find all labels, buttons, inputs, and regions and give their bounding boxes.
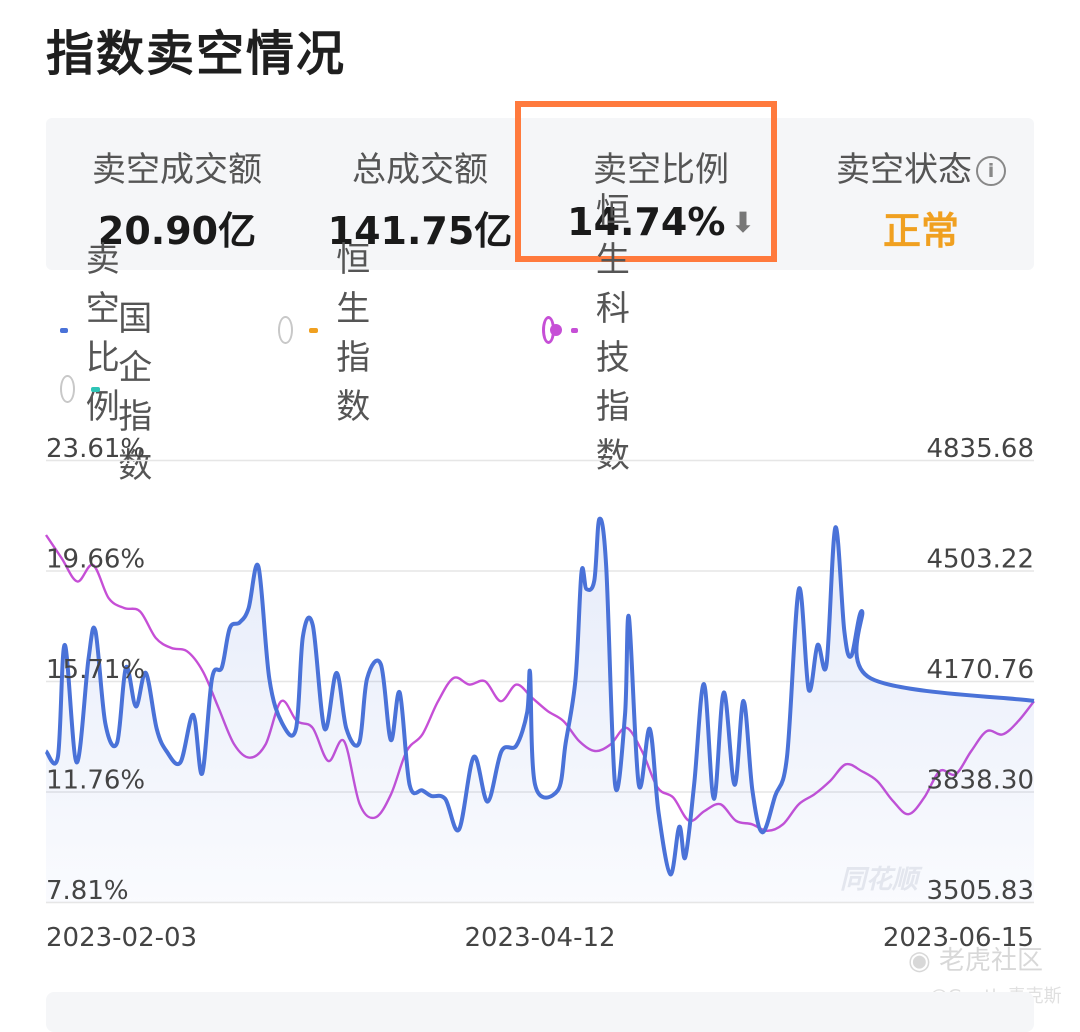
y-left-tick-label: 23.61% — [46, 434, 145, 464]
legend-label: 卖空比例 — [85, 240, 120, 427]
swatch-icon — [90, 386, 101, 392]
chart-watermark: 同花顺 — [840, 865, 923, 895]
stat-value: 141.75亿 — [327, 209, 513, 253]
short-ratio-chart: 23.61% 4835.68 19.66% 4503.22 15.71% 4170.76 1… — [44, 434, 1035, 953]
y-right-tick-label: 3505.83 — [926, 876, 1034, 906]
stat-short-ratio: 卖空比例 14.74% ⬇ — [546, 118, 776, 270]
series-area-short-ratio — [46, 518, 1034, 902]
stat-value-text: 14.74% — [567, 200, 726, 244]
stat-value: 14.74% ⬇ — [546, 200, 776, 244]
y-left-tick-label: 7.81% — [46, 876, 129, 906]
swatch-icon — [308, 327, 319, 333]
stat-short-status[interactable]: 卖空状态 i 正常 — [806, 118, 1036, 270]
legend-label: 国企指数 — [118, 299, 153, 486]
tiger-logo-icon: ◉ — [908, 946, 931, 976]
y-right-tick-label: 4835.68 — [926, 434, 1034, 464]
series-layer — [44, 516, 1035, 902]
stat-label: 总成交额 — [352, 150, 488, 190]
stat-value: 20.90亿 — [97, 209, 257, 253]
stat-label-text: 卖空状态 — [836, 150, 972, 190]
x-tick-label: 2023-06-15 — [883, 923, 1034, 953]
legend-label: 恒生科技指数 — [595, 191, 630, 476]
stat-short-turnover: 卖空成交额 20.90亿 — [66, 118, 288, 270]
x-tick-label: 2023-02-03 — [46, 923, 197, 953]
stat-total-turnover: 总成交额 141.75亿 — [308, 118, 532, 270]
page-title: 指数卖空情况 — [46, 26, 347, 82]
short-selling-stats-panel: 卖空成交额 20.90亿 总成交额 141.75亿 卖空比例 14.74% ⬇ 卖… — [46, 118, 1034, 270]
info-icon[interactable]: i — [976, 156, 1006, 186]
swatch-icon — [570, 327, 578, 333]
y-right-tick-label: 3838.30 — [926, 766, 1034, 796]
y-left-tick-label: 19.66% — [46, 545, 145, 575]
site-watermark-text: 老虎社区 — [938, 946, 1043, 976]
swatch-icon — [60, 327, 68, 333]
radio-checked-icon[interactable] — [542, 316, 562, 344]
y-right-tick-label: 4503.22 — [926, 545, 1034, 575]
series-line-short-ratio — [44, 516, 1035, 877]
legend-item-short-ratio[interactable]: 卖空比例 — [60, 240, 134, 427]
highlight-annotation-box — [515, 101, 777, 262]
legend-item-hsi[interactable]: 恒生指数 — [278, 240, 396, 427]
site-watermark: ◉ 老虎社区 — [908, 940, 1043, 977]
status-value: 正常 — [882, 209, 959, 253]
down-arrow-icon: ⬇ — [731, 206, 755, 239]
stat-label: 卖空成交额 — [92, 150, 262, 190]
radio-unchecked-icon[interactable] — [278, 316, 293, 344]
y-left-tick-label: 11.76% — [46, 766, 145, 796]
x-tick-label: 2023-04-12 — [464, 923, 615, 953]
radio-unchecked-icon[interactable] — [60, 375, 75, 403]
axis-labels: 23.61% 4835.68 19.66% 4503.22 15.71% 4170.76 1… — [46, 434, 1034, 953]
stat-label: 卖空状态 i — [806, 142, 1036, 191]
legend-label: 恒生指数 — [336, 240, 371, 427]
stat-label: 卖空比例 — [593, 150, 729, 190]
legend-item-hscei[interactable]: 国企指数 — [60, 299, 178, 486]
y-right-tick-label: 4170.76 — [926, 655, 1034, 685]
next-card — [46, 992, 1034, 1032]
legend-item-hstech[interactable]: 恒生科技指数 — [542, 191, 660, 476]
y-left-tick-label: 15.71% — [46, 655, 145, 685]
